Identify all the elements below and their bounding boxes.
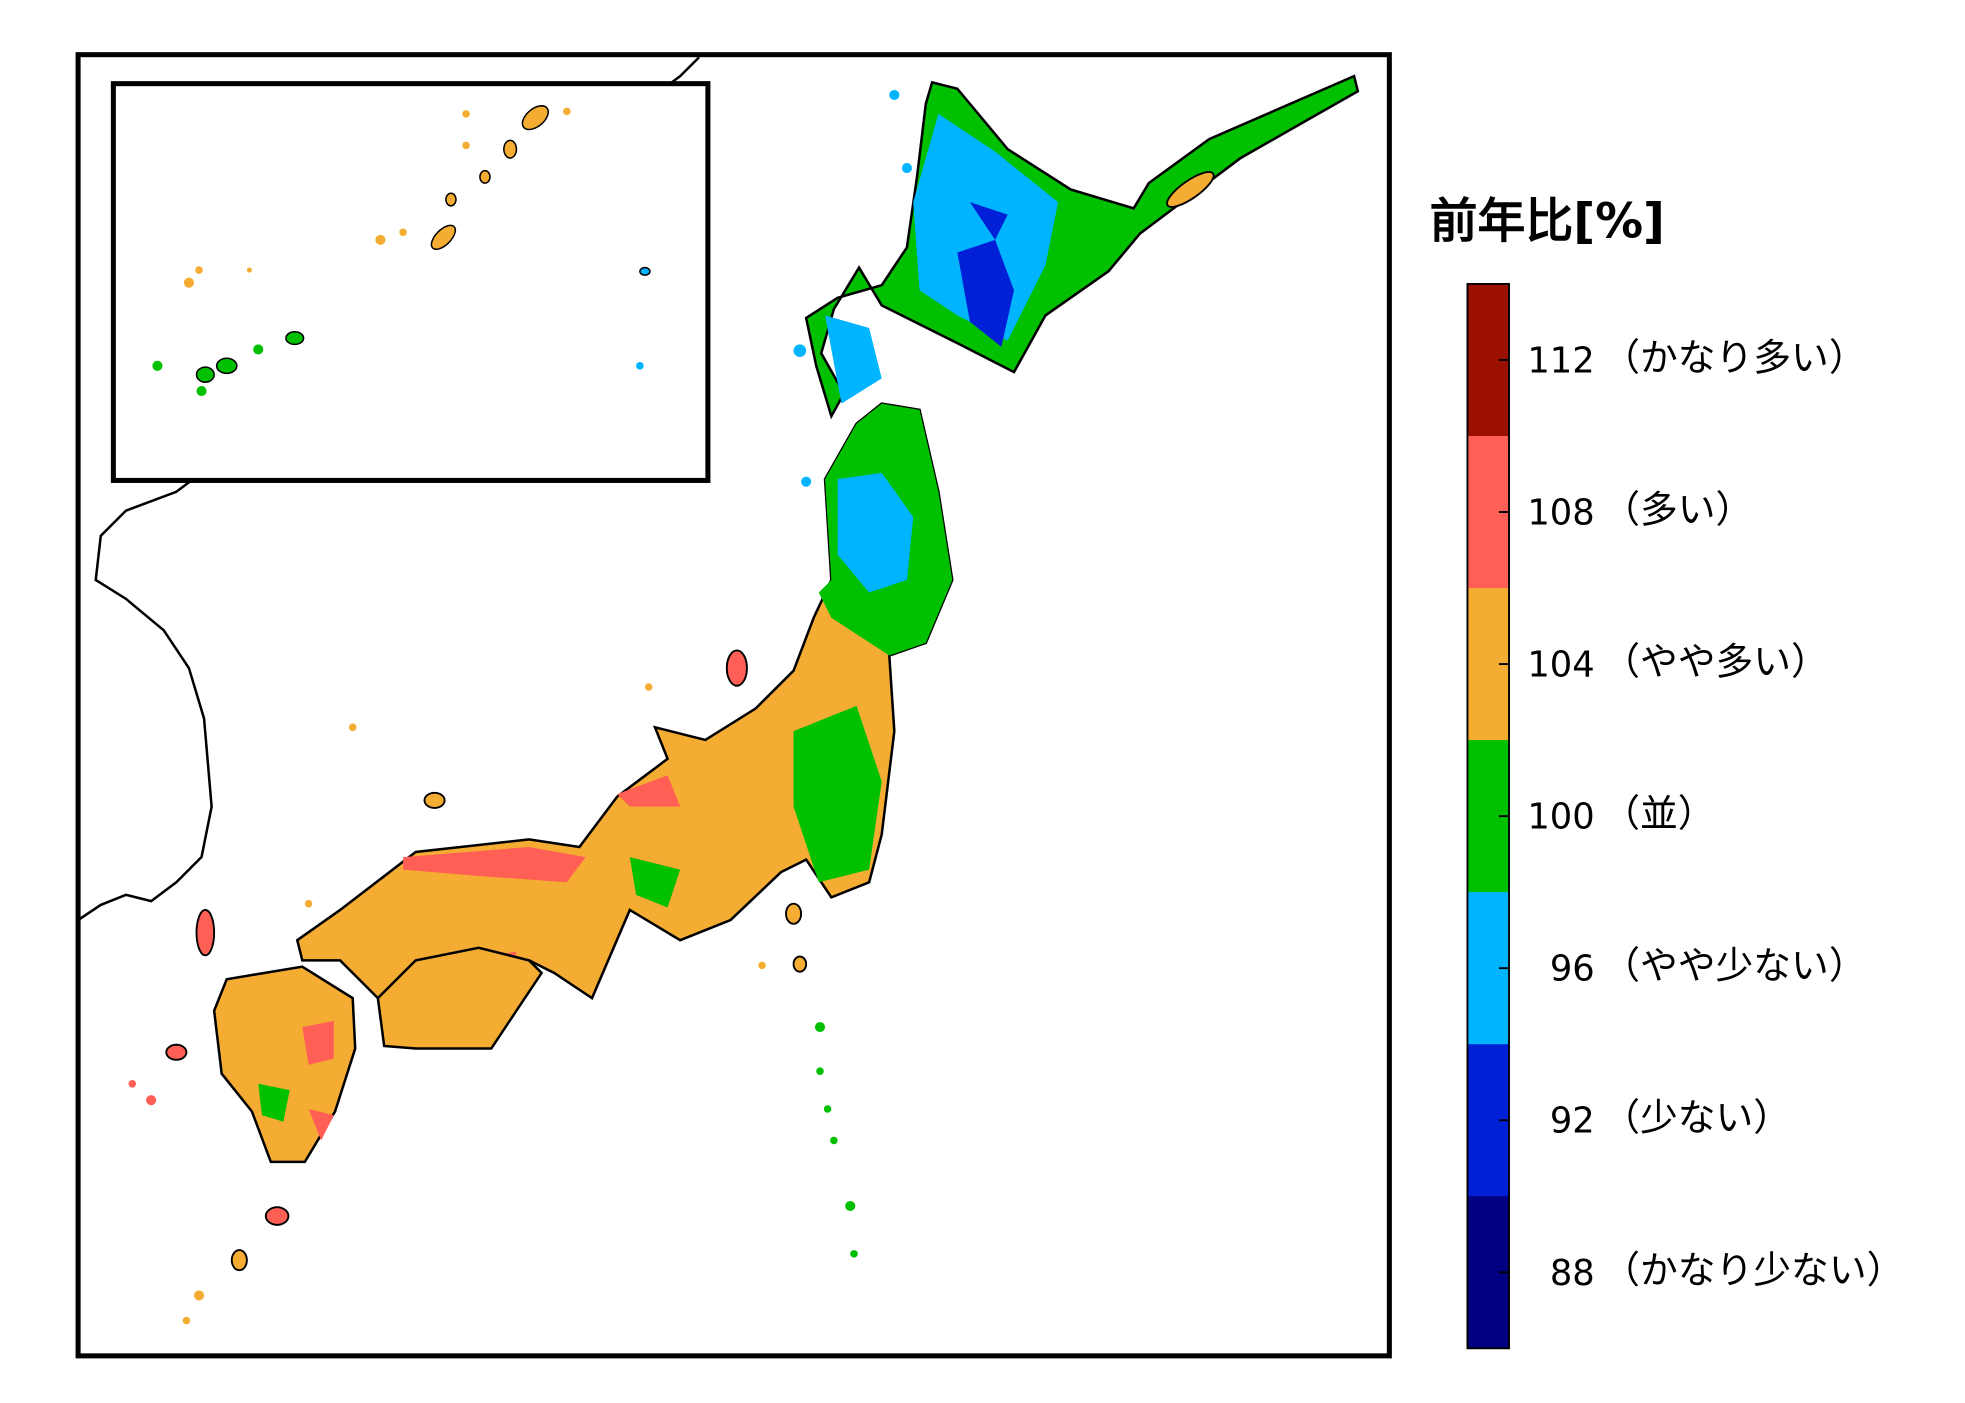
- map-panel: [75, 52, 1392, 1359]
- colorbar: 112 （かなり多い） 108 （多い） 104 （やや多い） 100 （並） 96 （やや少ない…: [1466, 282, 1904, 1350]
- region-green: [258, 1083, 290, 1122]
- colorbar-label: （並）: [1602, 792, 1715, 836]
- colorbar-frame: [1466, 282, 1510, 1350]
- region-light-blue: [825, 315, 882, 404]
- region-salmon: [403, 775, 681, 984]
- colorbar-label: （やや多い）: [1602, 640, 1829, 684]
- colorbar-value: 112: [1527, 340, 1594, 381]
- colorbar-value: 92: [1550, 1101, 1595, 1142]
- colorbar-label: （多い）: [1602, 488, 1753, 532]
- colorbar-value: 100: [1527, 797, 1594, 838]
- shikoku: [376, 946, 544, 1050]
- region-light-blue: [913, 113, 1059, 341]
- islets: [128, 89, 912, 1325]
- islands: [165, 171, 1215, 1272]
- region-green: [629, 705, 882, 908]
- region-salmon: [302, 1020, 334, 1141]
- map-frame: [75, 52, 1392, 1359]
- region-blue: [957, 202, 1014, 347]
- colorbar-label: （かなり多い）: [1602, 335, 1866, 379]
- legend-title: 前年比[%]: [1430, 195, 1665, 250]
- inset-map: [110, 81, 711, 483]
- colorbar-value: 96: [1550, 949, 1595, 990]
- colorbar-value: 108: [1527, 493, 1594, 534]
- colorbar-value: 88: [1550, 1253, 1595, 1294]
- colorbar-label: （やや少ない）: [1602, 944, 1866, 988]
- colorbar-value: 104: [1527, 645, 1594, 686]
- region-light-blue: [837, 472, 914, 593]
- colorbar-label: （かなり少ない）: [1602, 1248, 1904, 1292]
- colorbar-label: （少ない）: [1602, 1096, 1791, 1140]
